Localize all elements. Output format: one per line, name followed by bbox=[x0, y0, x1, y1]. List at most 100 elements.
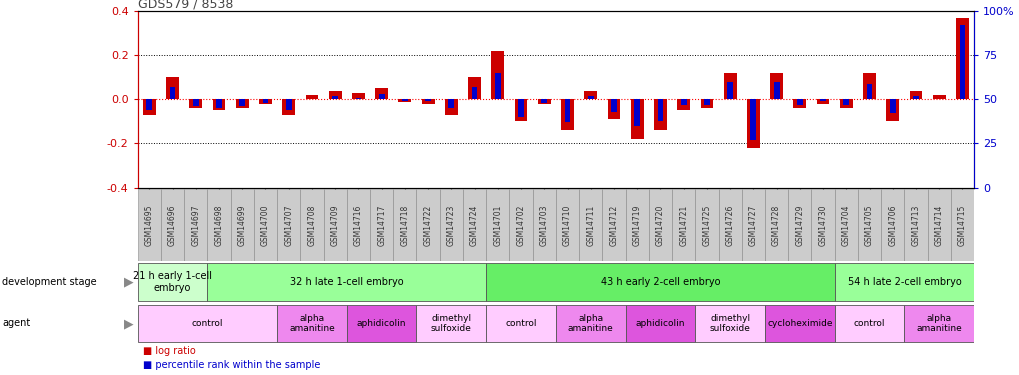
Bar bbox=[634, 99, 640, 126]
Bar bbox=[959, 26, 964, 99]
Bar bbox=[207, 263, 486, 301]
Text: GSM14719: GSM14719 bbox=[632, 204, 641, 246]
Bar bbox=[579, 189, 602, 261]
Bar bbox=[904, 304, 973, 342]
Bar bbox=[819, 99, 825, 101]
Text: 43 h early 2-cell embryo: 43 h early 2-cell embryo bbox=[600, 277, 719, 287]
Bar bbox=[834, 189, 857, 261]
Bar bbox=[494, 73, 500, 99]
Bar bbox=[672, 189, 695, 261]
Bar bbox=[584, 91, 596, 99]
Text: GSM14703: GSM14703 bbox=[539, 204, 548, 246]
Bar bbox=[532, 189, 555, 261]
Bar bbox=[285, 99, 291, 110]
Text: aphidicolin: aphidicolin bbox=[635, 319, 685, 328]
Text: GSM14713: GSM14713 bbox=[911, 204, 919, 246]
Text: GSM14705: GSM14705 bbox=[864, 204, 873, 246]
Text: GSM14728: GSM14728 bbox=[771, 204, 781, 246]
Text: ▶: ▶ bbox=[124, 276, 133, 289]
Bar bbox=[230, 189, 254, 261]
Bar bbox=[625, 189, 648, 261]
Bar bbox=[328, 91, 341, 99]
Text: 32 h late 1-cell embryo: 32 h late 1-cell embryo bbox=[289, 277, 404, 287]
Bar bbox=[262, 99, 268, 103]
Bar bbox=[207, 189, 230, 261]
Text: GSM14730: GSM14730 bbox=[818, 204, 826, 246]
Bar bbox=[610, 99, 616, 112]
Bar bbox=[700, 99, 712, 108]
Bar bbox=[862, 73, 875, 99]
Text: GSM14700: GSM14700 bbox=[261, 204, 270, 246]
Bar bbox=[138, 263, 207, 301]
Text: dimethyl
sulfoxide: dimethyl sulfoxide bbox=[430, 314, 472, 333]
Bar bbox=[259, 99, 272, 104]
Bar bbox=[587, 96, 593, 99]
Bar bbox=[166, 77, 178, 99]
Bar bbox=[764, 189, 788, 261]
Bar bbox=[746, 99, 759, 148]
Text: GSM14698: GSM14698 bbox=[214, 204, 223, 246]
Bar bbox=[950, 189, 973, 261]
Bar bbox=[764, 304, 834, 342]
Bar bbox=[401, 99, 408, 101]
Bar bbox=[212, 99, 225, 110]
Bar bbox=[471, 87, 477, 99]
Bar bbox=[793, 99, 805, 108]
Bar bbox=[834, 304, 904, 342]
Bar bbox=[138, 304, 277, 342]
Text: GSM14721: GSM14721 bbox=[679, 204, 688, 246]
Text: GSM14723: GSM14723 bbox=[446, 204, 455, 246]
Bar bbox=[356, 98, 361, 99]
Text: GSM14722: GSM14722 bbox=[423, 204, 432, 246]
Bar bbox=[486, 304, 555, 342]
Bar bbox=[889, 99, 895, 114]
Bar bbox=[277, 304, 346, 342]
Bar bbox=[508, 189, 532, 261]
Bar bbox=[346, 304, 416, 342]
Text: development stage: development stage bbox=[2, 277, 97, 287]
Bar bbox=[816, 99, 828, 104]
Bar bbox=[811, 189, 834, 261]
Bar bbox=[421, 99, 434, 104]
Bar bbox=[416, 304, 486, 342]
Bar bbox=[677, 99, 690, 110]
Bar bbox=[332, 96, 337, 99]
Bar bbox=[300, 189, 323, 261]
Text: GSM14696: GSM14696 bbox=[168, 204, 177, 246]
Text: ■ percentile rank within the sample: ■ percentile rank within the sample bbox=[143, 360, 320, 369]
Text: 21 h early 1-cell
embryo: 21 h early 1-cell embryo bbox=[132, 272, 212, 293]
Bar bbox=[352, 93, 365, 99]
Bar bbox=[444, 99, 458, 115]
Bar bbox=[773, 82, 779, 99]
Text: GSM14724: GSM14724 bbox=[470, 204, 479, 246]
Bar bbox=[625, 304, 695, 342]
Text: control: control bbox=[504, 319, 536, 328]
Text: GDS579 / 8538: GDS579 / 8538 bbox=[138, 0, 233, 10]
Bar bbox=[193, 99, 199, 106]
Bar bbox=[515, 99, 527, 122]
Bar bbox=[560, 99, 574, 130]
Bar bbox=[468, 77, 481, 99]
Bar bbox=[463, 189, 486, 261]
Bar bbox=[630, 99, 643, 139]
Bar bbox=[491, 51, 503, 99]
Text: GSM14725: GSM14725 bbox=[702, 204, 710, 246]
Text: cycloheximide: cycloheximide bbox=[766, 319, 832, 328]
Text: agent: agent bbox=[2, 318, 31, 328]
Text: aphidicolin: aphidicolin bbox=[357, 319, 406, 328]
Bar bbox=[680, 99, 686, 105]
Bar bbox=[370, 189, 393, 261]
Text: GSM14697: GSM14697 bbox=[192, 204, 200, 246]
Bar bbox=[439, 189, 463, 261]
Bar bbox=[138, 189, 161, 261]
Text: GSM14706: GSM14706 bbox=[888, 204, 897, 246]
Text: alpha
amanitine: alpha amanitine bbox=[915, 314, 961, 333]
Bar bbox=[839, 99, 852, 108]
Text: ■ log ratio: ■ log ratio bbox=[143, 346, 196, 356]
Bar bbox=[834, 263, 973, 301]
Text: GSM14702: GSM14702 bbox=[516, 204, 525, 246]
Text: GSM14718: GSM14718 bbox=[400, 204, 409, 246]
Text: GSM14708: GSM14708 bbox=[307, 204, 316, 246]
Bar bbox=[932, 95, 945, 99]
Bar bbox=[486, 189, 508, 261]
